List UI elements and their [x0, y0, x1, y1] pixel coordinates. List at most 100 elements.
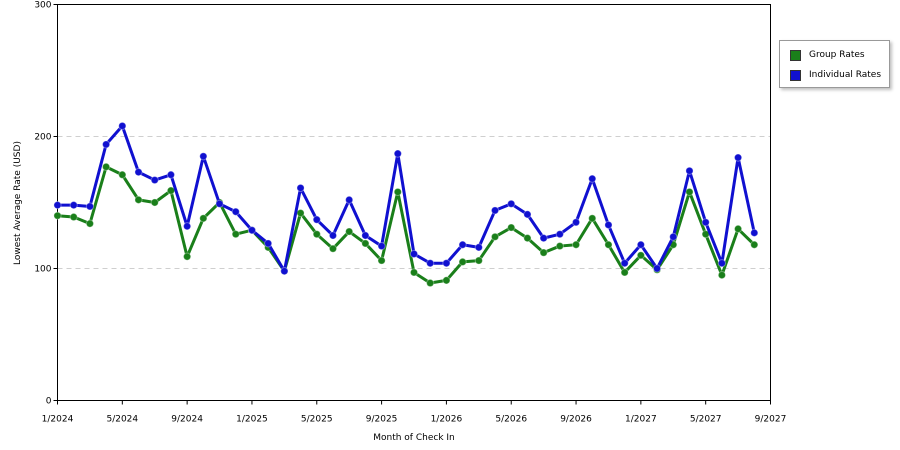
data-point-individual-rates [231, 207, 240, 216]
data-point-group-rates [345, 227, 354, 236]
data-point-group-rates [53, 211, 62, 220]
data-point-group-rates [507, 223, 516, 232]
data-point-individual-rates [571, 218, 581, 227]
x-tick-label: 5/2026 [495, 415, 527, 425]
series-line-group-rates [57, 165, 756, 285]
data-point-group-rates [733, 224, 743, 233]
data-point-individual-rates [652, 264, 662, 273]
legend-label-individual: Individual Rates [809, 70, 882, 80]
data-point-group-rates [523, 234, 532, 243]
data-point-individual-rates [166, 170, 176, 179]
x-tick-label: 5/2025 [301, 415, 333, 425]
data-point-group-rates [102, 162, 111, 171]
data-point-group-rates [442, 276, 451, 285]
data-point-individual-rates [69, 201, 78, 210]
data-point-group-rates [166, 186, 176, 195]
data-point-group-rates [328, 244, 338, 253]
data-point-individual-rates [733, 153, 743, 162]
data-point-individual-rates [85, 202, 95, 211]
data-point-group-rates [69, 212, 78, 222]
data-point-individual-rates [150, 175, 159, 185]
data-point-group-rates [183, 252, 192, 261]
x-tick-label: 9/2024 [171, 415, 203, 425]
data-point-group-rates [620, 268, 629, 277]
data-point-group-rates [393, 187, 402, 197]
data-point-individual-rates [490, 206, 500, 215]
data-point-group-rates [118, 170, 127, 179]
data-point-individual-rates [636, 240, 645, 249]
data-point-individual-rates [393, 149, 402, 158]
x-tick-label: 5/2027 [690, 415, 722, 425]
x-tick-label: 1/2024 [42, 415, 74, 425]
data-point-group-rates [588, 214, 597, 223]
data-point-group-rates [85, 219, 95, 228]
data-point-individual-rates [102, 140, 111, 149]
data-point-group-rates [555, 241, 564, 251]
data-point-individual-rates [328, 231, 338, 240]
data-point-group-rates [571, 240, 581, 249]
data-point-individual-rates [555, 230, 564, 239]
data-point-group-rates [150, 198, 159, 207]
data-point-group-rates [312, 230, 321, 239]
data-point-group-rates [199, 214, 208, 223]
data-point-individual-rates [345, 195, 354, 204]
data-point-individual-rates [264, 239, 273, 248]
data-point-individual-rates [296, 183, 305, 193]
data-point-group-rates [458, 257, 467, 266]
data-point-individual-rates [669, 232, 678, 241]
x-tick-label: 1/2027 [625, 415, 657, 425]
data-point-group-rates [717, 271, 726, 280]
x-tick-label: 9/2026 [560, 415, 592, 425]
x-tick-label: 1/2026 [431, 415, 463, 425]
x-tick-label: 1/2025 [236, 415, 268, 425]
data-point-individual-rates [442, 259, 451, 268]
data-point-individual-rates [53, 201, 62, 210]
data-point-group-rates [296, 208, 305, 218]
y-tick-label: 0 [46, 397, 52, 407]
data-point-individual-rates [458, 240, 467, 249]
y-tick-label: 200 [34, 133, 51, 143]
data-point-individual-rates [523, 210, 532, 219]
series-line-individual-rates [57, 124, 756, 273]
data-point-individual-rates [280, 267, 289, 276]
data-point-individual-rates [539, 234, 548, 243]
data-point-individual-rates [118, 121, 127, 131]
data-point-individual-rates [361, 231, 370, 240]
data-point-individual-rates [426, 259, 435, 268]
y-axis: 0 100 200 300 [34, 1, 58, 407]
y-tick-label: 100 [34, 265, 51, 275]
data-point-group-rates [426, 278, 435, 288]
data-point-individual-rates [377, 241, 386, 251]
x-axis-label: Month of Check In [373, 433, 455, 443]
x-axis: 1/2024 5/2024 9/2024 1/2025 5/2025 9/2025 1/20… [42, 400, 787, 425]
data-point-individual-rates [474, 243, 483, 252]
data-point-group-rates [539, 248, 548, 257]
data-point-group-rates [490, 232, 500, 241]
legend-swatch-group [790, 49, 801, 61]
data-point-individual-rates [409, 249, 419, 259]
data-point-individual-rates [215, 199, 224, 208]
data-point-individual-rates [588, 174, 597, 183]
data-point-group-rates [409, 268, 419, 277]
data-point-group-rates [231, 230, 240, 239]
data-point-individual-rates [134, 168, 143, 177]
y-axis-label: Lowest Average Rate (USD) [13, 141, 23, 265]
data-point-group-rates [636, 251, 645, 260]
data-point-group-rates [377, 256, 386, 265]
legend-swatch-individual [790, 69, 801, 81]
data-point-group-rates [361, 239, 370, 248]
legend-item-group: Group Rates [790, 48, 865, 62]
data-point-individual-rates [750, 228, 759, 237]
data-point-group-rates [604, 240, 613, 249]
x-tick-label: 9/2027 [755, 415, 787, 425]
data-point-group-rates [134, 195, 143, 204]
gridlines [57, 136, 771, 269]
legend-item-individual: Individual Rates [790, 68, 881, 82]
data-point-individual-rates [620, 259, 629, 268]
x-tick-label: 5/2024 [106, 415, 138, 425]
data-point-group-rates [750, 240, 759, 249]
data-point-individual-rates [507, 199, 516, 208]
x-tick-label: 9/2025 [366, 415, 398, 425]
data-point-individual-rates [199, 152, 208, 161]
y-tick-label: 300 [34, 1, 51, 11]
